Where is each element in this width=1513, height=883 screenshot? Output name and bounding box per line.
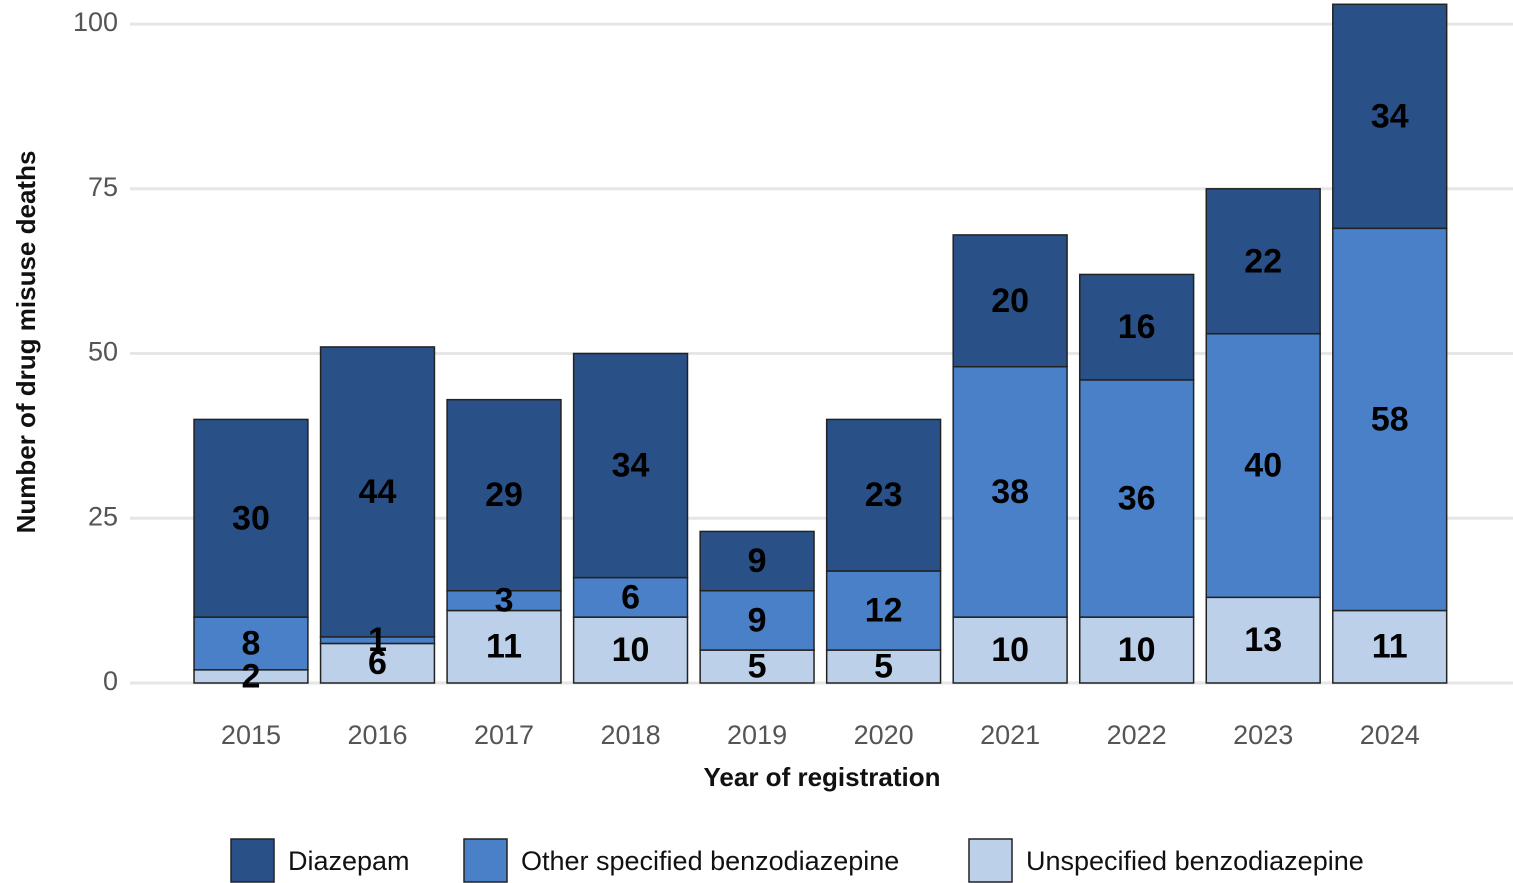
x-tick-label: 2022 xyxy=(1107,720,1167,750)
bar-segment xyxy=(699,649,815,684)
data-label: 10 xyxy=(991,631,1029,669)
legend-label: Diazepam xyxy=(288,846,410,876)
data-label: 11 xyxy=(1372,628,1408,666)
bar-segment xyxy=(319,642,436,684)
bar-segment xyxy=(193,616,309,671)
y-tick-label: 25 xyxy=(88,501,118,531)
bar-segment xyxy=(1332,227,1448,612)
data-label: 22 xyxy=(1244,242,1282,280)
bar-segment xyxy=(699,589,815,651)
data-label: 34 xyxy=(1371,97,1409,135)
x-tick-label: 2018 xyxy=(601,720,661,750)
bar-segment xyxy=(572,352,689,579)
data-label: 5 xyxy=(874,648,893,686)
data-label: 20 xyxy=(991,282,1029,320)
x-axis-title: Year of registration xyxy=(704,762,941,792)
bar-segment xyxy=(572,576,689,618)
x-tick-label: 2020 xyxy=(854,720,914,750)
data-label: 30 xyxy=(232,499,270,537)
data-label: 8 xyxy=(242,624,261,662)
x-tick-label: 2021 xyxy=(980,720,1040,750)
bar-segment xyxy=(1205,188,1321,335)
data-label: 5 xyxy=(748,648,767,686)
data-label: 29 xyxy=(485,476,523,514)
y-tick-label: 50 xyxy=(88,337,118,367)
bar-segment xyxy=(572,616,689,684)
legend-swatch xyxy=(968,838,1013,883)
legend-label: Unspecified benzodiazepine xyxy=(1026,846,1364,876)
y-tick-label: 75 xyxy=(88,172,118,202)
y-tick-label: 100 xyxy=(73,7,118,37)
bar-segment xyxy=(1205,596,1321,684)
legend-swatch xyxy=(230,838,275,883)
x-tick-label: 2016 xyxy=(347,720,407,750)
data-label: 44 xyxy=(359,473,397,511)
bar-segment xyxy=(446,609,562,684)
x-tick-label: 2019 xyxy=(727,720,787,750)
data-label: 23 xyxy=(865,476,903,514)
legend-label: Other specified benzodiazepine xyxy=(521,846,899,876)
legend-swatch xyxy=(463,838,508,883)
data-label: 34 xyxy=(612,447,650,485)
data-label: 9 xyxy=(748,542,767,580)
data-label: 38 xyxy=(991,473,1029,511)
x-tick-label: 2015 xyxy=(221,720,281,750)
x-tick-label: 2017 xyxy=(474,720,534,750)
bar-segment xyxy=(319,346,436,638)
bar-segment xyxy=(1078,379,1195,618)
data-label: 58 xyxy=(1371,400,1409,438)
data-label: 2 xyxy=(242,657,261,695)
data-label: 9 xyxy=(748,601,767,639)
data-label: 16 xyxy=(1118,308,1156,346)
bar-segment xyxy=(1078,616,1195,684)
bar-segment xyxy=(1332,3,1448,230)
data-label: 13 xyxy=(1244,621,1282,659)
bar-segment xyxy=(825,418,942,572)
bar-segment xyxy=(699,530,815,592)
bar-segment xyxy=(446,398,562,592)
data-label: 12 xyxy=(865,592,903,630)
x-tick-label: 2023 xyxy=(1233,720,1293,750)
data-label: 11 xyxy=(486,628,522,666)
bar-segment xyxy=(1205,333,1321,599)
bar-segment xyxy=(1332,609,1448,684)
data-label: 6 xyxy=(621,578,640,616)
y-tick-label: 0 xyxy=(103,666,118,696)
data-label: 6 xyxy=(368,644,387,682)
data-label: 40 xyxy=(1244,447,1282,485)
data-label: 10 xyxy=(1118,631,1156,669)
bar-segment xyxy=(1078,273,1195,381)
data-label: 1 xyxy=(368,621,387,659)
data-label: 10 xyxy=(612,631,650,669)
y-axis-title: Number of drug misuse deaths xyxy=(11,151,41,534)
bar-segment xyxy=(952,616,1068,684)
bar-segment xyxy=(193,418,309,618)
data-label: 36 xyxy=(1118,479,1156,517)
bar-segment xyxy=(952,234,1068,368)
x-tick-label: 2024 xyxy=(1360,720,1420,750)
data-label: 3 xyxy=(495,582,514,620)
